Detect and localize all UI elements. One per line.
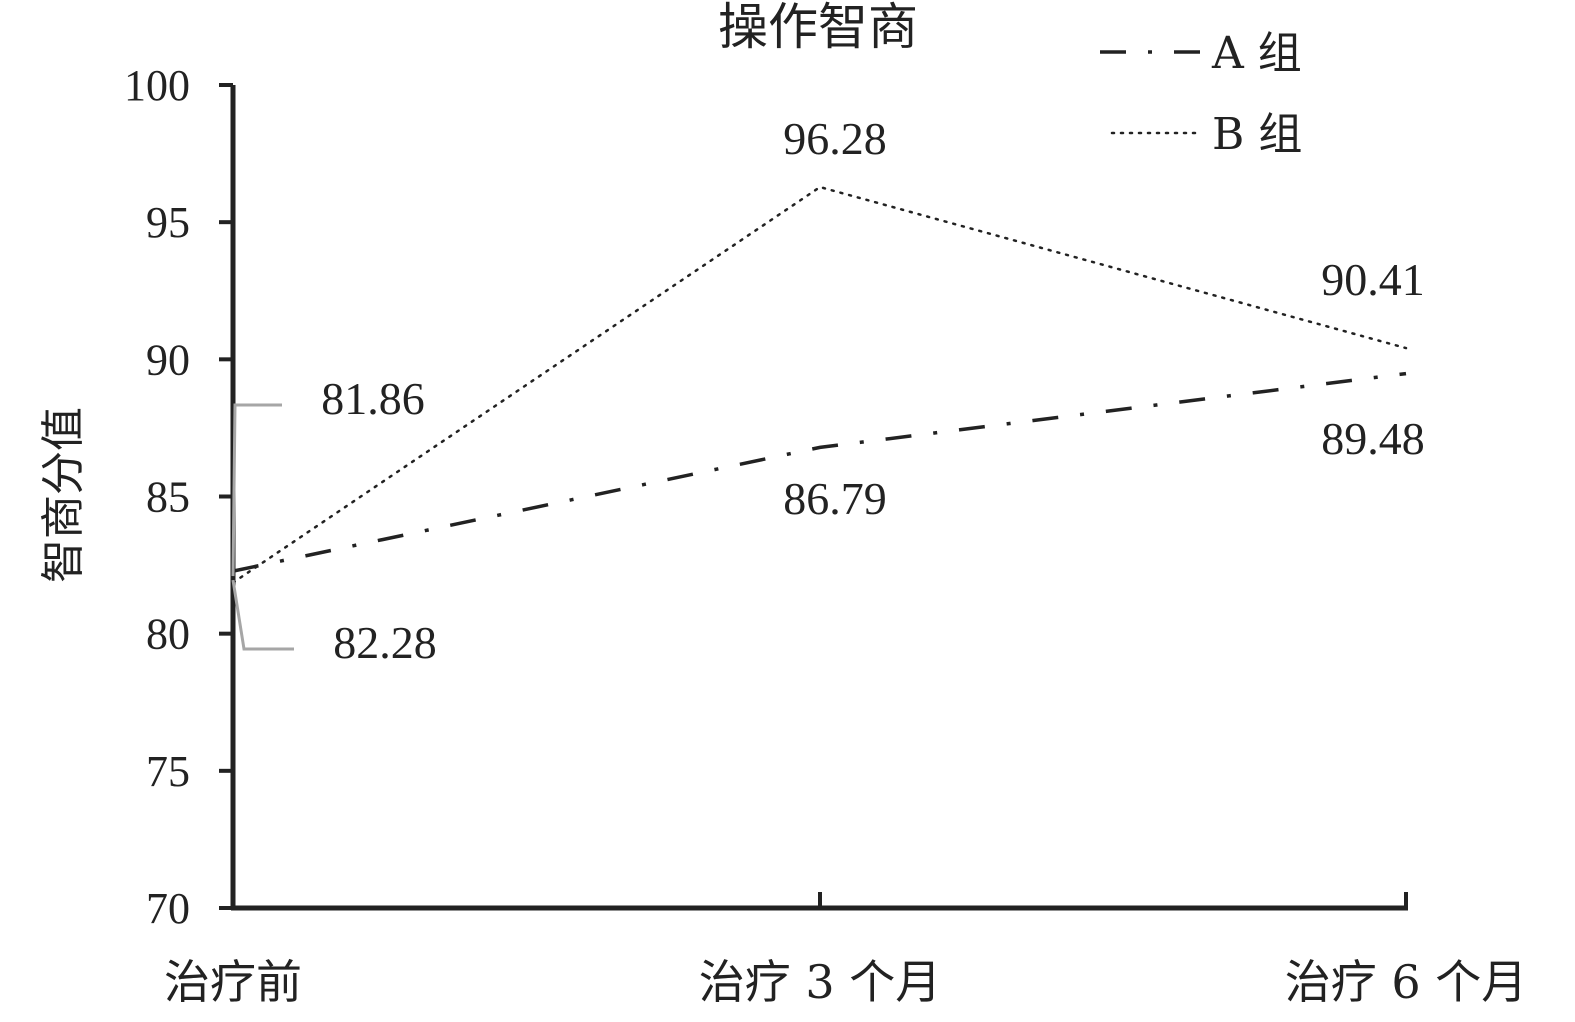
- y-tick-label-90: 90: [146, 335, 190, 384]
- data-label-b-0: 81.86: [321, 373, 425, 424]
- x-tick-label-0: 治疗前: [164, 955, 302, 1009]
- data-label-b-1: 96.28: [783, 113, 887, 164]
- y-tick-label-95: 95: [146, 198, 190, 247]
- y-axis-label: 智商分值: [38, 407, 89, 583]
- y-tick-label-75: 75: [146, 747, 190, 796]
- y-tick-label-80: 80: [146, 610, 190, 659]
- data-label-a-2: 89.48: [1321, 413, 1425, 464]
- data-label-a-1: 86.79: [783, 473, 887, 524]
- x-tick-label-2: 治疗 6 个月: [1285, 955, 1528, 1009]
- chart-title: 操作智商: [718, 0, 918, 56]
- y-tick-label-100: 100: [124, 61, 190, 110]
- legend-label-b: B 组: [1212, 109, 1302, 160]
- y-tick-label-70: 70: [146, 884, 190, 933]
- legend: A 组 B 组: [1100, 28, 1302, 160]
- leader-line-a-0: [231, 579, 294, 651]
- data-label-a-0: 82.28: [333, 617, 437, 668]
- data-labels: 82.28 86.79 89.48 81.86 96.28 90.41: [231, 113, 1425, 668]
- series-layer: [231, 185, 1408, 584]
- series-line-a: [232, 371, 1407, 573]
- y-tick-label-85: 85: [146, 473, 190, 522]
- data-label-b-2: 90.41: [1321, 254, 1425, 305]
- legend-label-a: A 组: [1211, 28, 1302, 79]
- leader-line-b-0: [231, 403, 282, 577]
- y-axis-label-group: 智商分值: [38, 407, 89, 583]
- x-tick-label-1: 治疗 3 个月: [699, 955, 942, 1009]
- ticks: 70 75 80 85 90 95 100 治疗前 治疗 3 个月 治疗 6 个月: [124, 61, 1527, 1009]
- series-line-b: [231, 185, 1408, 584]
